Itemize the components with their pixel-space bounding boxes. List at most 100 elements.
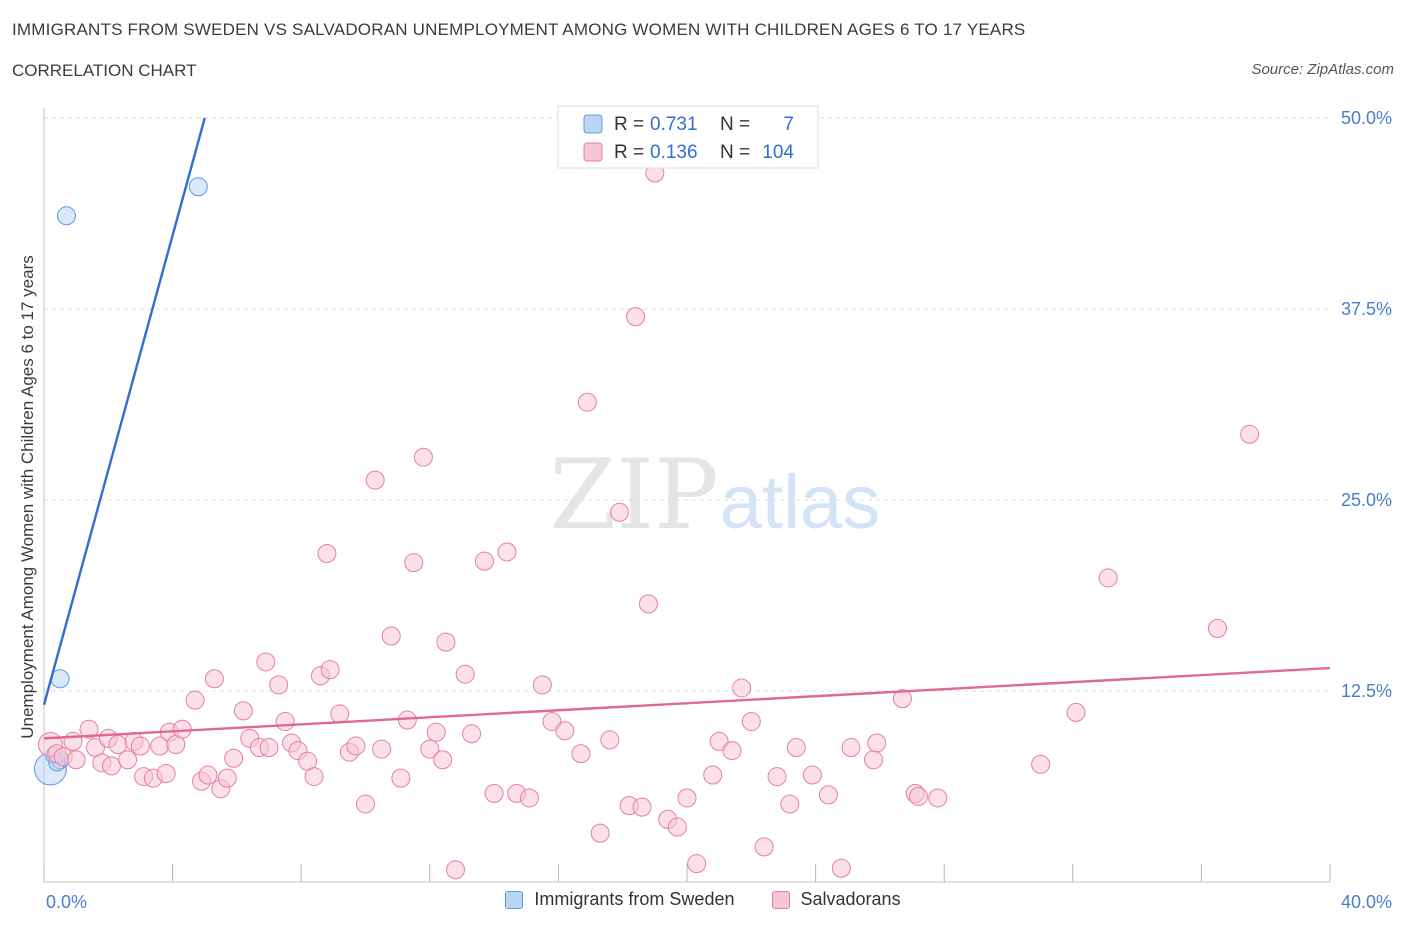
salvadoran-point-17 — [156, 764, 176, 784]
salvadoran-point-21 — [185, 690, 205, 710]
salvadoran-point-102 — [1066, 702, 1086, 722]
salvadoran-point-28 — [233, 701, 253, 721]
salvadoran-point-92 — [818, 785, 838, 805]
chart-title: IMMIGRANTS FROM SWEDEN VS SALVADORAN UNE… — [12, 20, 1026, 39]
salvadoran-point-93 — [831, 858, 851, 878]
salvadoran-point-32 — [259, 738, 279, 758]
stats-swatch-salvadoran — [583, 142, 603, 162]
salvadoran-point-84 — [722, 741, 742, 761]
salvadoran-point-4 — [66, 750, 86, 770]
salvadoran-point-74 — [626, 307, 646, 327]
salvadoran-point-64 — [519, 788, 539, 808]
salvadoran-point-66 — [542, 712, 562, 732]
salvadoran-point-68 — [571, 744, 591, 764]
salvadoran-point-87 — [754, 837, 774, 857]
salvadoran-point-31 — [256, 652, 276, 672]
salvadoran-point-75 — [632, 797, 652, 817]
salvadoran-point-86 — [741, 712, 761, 732]
stats-r-label-sweden: R = — [614, 114, 644, 135]
salvadoran-point-48 — [381, 626, 401, 646]
trend-lines — [42, 117, 1331, 740]
x-tick-label-min: 0.0% — [46, 892, 87, 912]
salvadoran-point-33 — [269, 675, 289, 695]
salvadoran-point-42 — [330, 704, 350, 724]
salvadoran-point-20 — [172, 719, 192, 739]
salvadoran-point-71 — [600, 730, 620, 750]
sweden-point-4 — [188, 177, 208, 197]
salvadoran-point-24 — [204, 669, 224, 689]
salvadoran-point-46 — [365, 470, 385, 490]
salvadoran-point-79 — [667, 817, 687, 837]
salvadoran-point-53 — [420, 739, 440, 759]
series-legend: Immigrants from Sweden Salvadorans — [0, 889, 1406, 914]
salvadoran-point-69 — [577, 392, 597, 412]
axes — [43, 108, 1331, 883]
y-tick-label-0: 12.5% — [1341, 681, 1392, 701]
salvadoran-point-41 — [320, 660, 340, 680]
sweden-point-3 — [57, 206, 77, 226]
salvadoran-point-97 — [892, 689, 912, 709]
salvadoran-point-105 — [1240, 424, 1260, 444]
legend-swatch-sweden — [505, 890, 524, 909]
stats-n-value-salvadoran: 104 — [762, 142, 794, 163]
salvadoran-point-104 — [1207, 618, 1227, 638]
salvadoran-point-83 — [709, 731, 729, 751]
salvadoran-point-57 — [446, 860, 466, 880]
salvadoran-point-47 — [372, 739, 392, 759]
salvadoran-point-65 — [532, 675, 552, 695]
data-points — [33, 163, 1260, 880]
tick-labels: 12.5% 25.0% 37.5% 50.0% 0.0% 40.0% — [46, 108, 1392, 912]
stats-n-label-sweden: N = — [720, 114, 750, 135]
y-tick-label-2: 37.5% — [1341, 299, 1392, 319]
salvadoran-point-49 — [391, 768, 411, 788]
y-tick-label-1: 25.0% — [1341, 490, 1392, 510]
stats-r-value-salvadoran: 0.136 — [650, 142, 698, 163]
stats-legend: R = 0.731 N = 7 R = 0.136 N = 104 — [557, 105, 819, 169]
salvadoran-point-85 — [732, 678, 752, 698]
sweden-trend-line — [42, 117, 206, 706]
salvadoran-point-99 — [908, 786, 928, 806]
salvadoran-point-72 — [609, 502, 629, 522]
salvadoran-point-34 — [275, 712, 295, 732]
salvadoran-point-60 — [474, 551, 494, 571]
salvadoran-point-10 — [108, 734, 128, 754]
y-axis-label: Unemployment Among Women with Children A… — [18, 255, 37, 739]
salvadoran-point-9 — [102, 756, 122, 776]
legend-label-salvadorans: Salvadorans — [800, 889, 901, 909]
salvadoran-point-90 — [786, 738, 806, 758]
salvadoran-point-13 — [130, 736, 150, 756]
legend-item-salvadorans: Salvadorans — [771, 889, 901, 910]
salvadoran-point-44 — [346, 736, 366, 756]
stats-r-value-sweden: 0.731 — [650, 114, 698, 135]
salvadoran-point-5 — [79, 719, 99, 739]
x-tick-label-max: 40.0% — [1341, 892, 1392, 912]
legend-item-sweden: Immigrants from Sweden — [505, 889, 734, 910]
salvadoran-point-67 — [555, 721, 575, 741]
salvadoran-point-82 — [703, 765, 723, 785]
watermark-atlas: atlas — [720, 460, 881, 545]
salvadoran-point-88 — [767, 767, 787, 787]
salvadoran-point-95 — [863, 750, 883, 770]
salvadoran-point-38 — [304, 767, 324, 787]
salvadoran-point-89 — [780, 794, 800, 814]
salvadoran-point-103 — [1098, 568, 1118, 588]
stats-swatch-sweden — [583, 114, 603, 134]
salvadoran-point-55 — [433, 750, 453, 770]
stats-n-value-sweden: 7 — [783, 114, 794, 135]
y-axis-label-wrap: Unemployment Among Women with Children A… — [14, 112, 42, 882]
salvadoran-point-51 — [404, 553, 424, 573]
legend-swatch-salvadorans — [771, 890, 790, 909]
salvadoran-point-94 — [841, 738, 861, 758]
salvadoran-point-81 — [687, 854, 707, 874]
source-credit: Source: ZipAtlas.com — [1251, 61, 1394, 78]
salvadoran-point-80 — [677, 788, 697, 808]
salvadoran-point-23 — [198, 765, 218, 785]
salvadoran-point-62 — [497, 542, 517, 562]
salvadoran-point-45 — [356, 794, 375, 814]
salvadoran-point-56 — [436, 632, 456, 652]
stats-r-label-salvadoran: R = — [614, 142, 644, 163]
salvadoran-point-76 — [638, 594, 658, 614]
salvadoran-point-26 — [217, 768, 237, 788]
salvadoran-point-3 — [63, 731, 83, 751]
